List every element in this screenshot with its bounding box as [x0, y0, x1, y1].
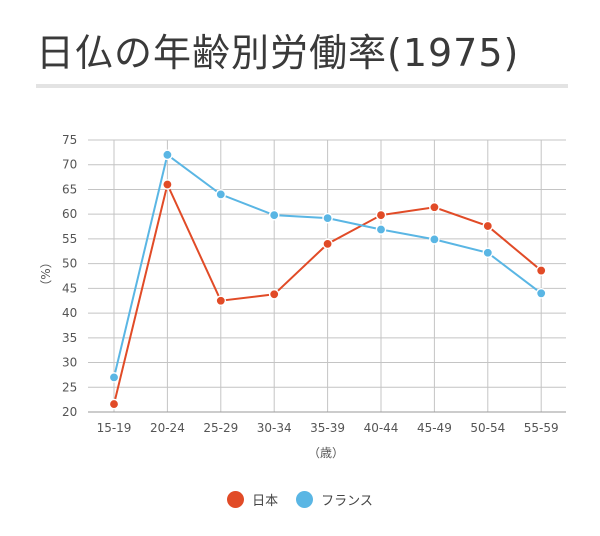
x-tick-label: 55-59 [524, 421, 559, 435]
data-point-1-2[interactable] [215, 189, 227, 200]
x-tick-label: 35-39 [310, 421, 345, 435]
x-tick-label: 15-19 [97, 421, 132, 435]
legend-swatch-france [296, 491, 314, 508]
data-point-0-0[interactable] [108, 398, 120, 410]
legend: 日本 フランス [0, 490, 600, 509]
chart-title: 日仏の年齢別労働率(1975) [36, 31, 520, 75]
data-point-0-4[interactable] [322, 238, 333, 250]
y-tick-label: 25 [62, 380, 77, 394]
data-point-1-3[interactable] [268, 209, 280, 221]
data-point-1-4[interactable] [322, 212, 333, 224]
legend-item-japan[interactable]: 日本 [227, 490, 278, 509]
x-axis-label: （歳） [308, 446, 344, 460]
data-point-1-8[interactable] [535, 288, 547, 299]
legend-label-france: フランス [321, 494, 373, 509]
x-axis-ticks: 15-19 20-24 25-29 30-34 35-39 40-44 45-49 50-54… [97, 421, 559, 435]
data-point-0-1[interactable] [162, 179, 173, 190]
y-tick-label: 35 [62, 331, 77, 345]
line-chart: 20 25 30 35 40 45 50 55 60 65 70 75 15-19 20-24 25-29… [39, 133, 566, 460]
x-tick-label: 25-29 [203, 421, 238, 435]
y-axis-ticks: 20 25 30 35 40 45 50 55 60 65 70 75 [62, 133, 77, 419]
y-tick-label: 45 [62, 281, 77, 295]
y-tick-label: 75 [62, 133, 77, 147]
data-point-0-7[interactable] [482, 220, 494, 232]
y-axis-label: （%） [39, 256, 53, 291]
y-tick-label: 20 [62, 405, 77, 419]
y-tick-label: 30 [62, 356, 77, 370]
title-underline [36, 84, 568, 88]
y-tick-label: 65 [62, 182, 77, 196]
data-point-0-5[interactable] [375, 209, 387, 221]
x-tick-label: 50-54 [470, 421, 505, 435]
y-tick-label: 70 [62, 158, 77, 172]
x-tick-label: 45-49 [417, 421, 452, 435]
legend-swatch-japan [227, 491, 245, 508]
series-points [108, 149, 547, 410]
y-tick-label: 55 [62, 232, 77, 246]
legend-item-france[interactable]: フランス [296, 490, 373, 509]
y-tick-label: 50 [62, 257, 77, 271]
data-point-0-2[interactable] [215, 295, 227, 307]
grid [88, 139, 566, 413]
data-point-1-1[interactable] [162, 149, 173, 161]
x-tick-label: 20-24 [150, 421, 185, 435]
data-point-1-5[interactable] [375, 224, 387, 235]
data-point-0-3[interactable] [268, 288, 280, 300]
data-point-1-0[interactable] [108, 372, 120, 383]
data-point-1-7[interactable] [482, 247, 494, 259]
data-point-0-6[interactable] [429, 201, 440, 213]
data-point-1-6[interactable] [429, 234, 440, 245]
x-tick-label: 30-34 [257, 421, 292, 435]
y-tick-label: 40 [62, 306, 77, 320]
legend-label-japan: 日本 [252, 494, 279, 509]
x-tick-label: 40-44 [364, 421, 399, 435]
data-point-0-8[interactable] [535, 265, 547, 276]
y-tick-label: 60 [62, 207, 77, 221]
